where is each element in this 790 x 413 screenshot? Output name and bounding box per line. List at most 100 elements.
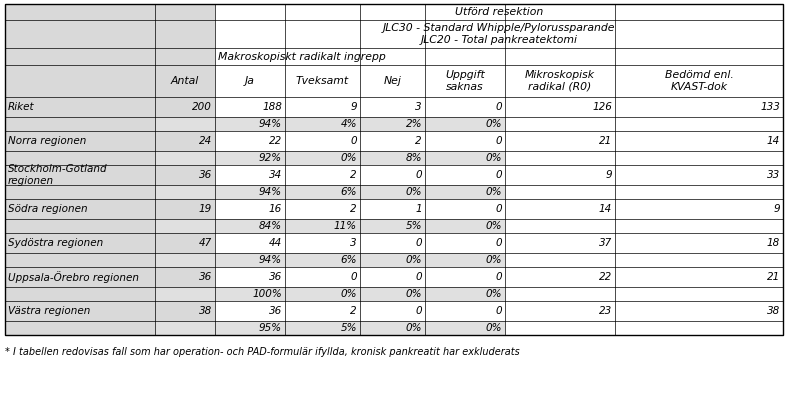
Text: 5%: 5% [340, 323, 357, 333]
Bar [425, 219, 505, 233]
Text: 38: 38 [767, 306, 780, 316]
Bar [285, 301, 360, 321]
Bar [5, 287, 155, 301]
Bar [5, 321, 155, 335]
Bar [215, 219, 285, 233]
Bar [285, 267, 360, 287]
Bar [215, 117, 285, 131]
Text: 18: 18 [767, 238, 780, 248]
Bar [615, 97, 783, 117]
Bar [425, 199, 505, 219]
Bar [505, 321, 615, 335]
Text: 19: 19 [199, 204, 212, 214]
Text: Ja: Ja [245, 76, 255, 86]
Text: Uppgift
saknas: Uppgift saknas [445, 70, 485, 92]
Text: 0%: 0% [405, 187, 422, 197]
Text: 36: 36 [199, 170, 212, 180]
Bar [5, 185, 155, 199]
Bar [360, 185, 425, 199]
Text: 0%: 0% [486, 119, 502, 129]
Text: 0: 0 [495, 170, 502, 180]
Text: 0: 0 [416, 272, 422, 282]
Text: Västra regionen: Västra regionen [8, 306, 90, 316]
Text: 0%: 0% [486, 255, 502, 265]
Text: 188: 188 [262, 102, 282, 112]
Bar [425, 65, 505, 97]
Bar [285, 185, 360, 199]
Text: 2: 2 [416, 136, 422, 146]
Text: 2: 2 [351, 204, 357, 214]
Text: * I tabellen redovisas fall som har operation- och PAD-formulär ifyllda, kronisk: * I tabellen redovisas fall som har oper… [5, 347, 520, 357]
Bar [5, 65, 155, 97]
Bar [5, 199, 155, 219]
Bar [155, 131, 215, 151]
Text: 94%: 94% [259, 119, 282, 129]
Text: 100%: 100% [252, 289, 282, 299]
Bar [505, 48, 615, 65]
Bar [505, 65, 615, 97]
Bar [360, 131, 425, 151]
Text: 84%: 84% [259, 221, 282, 231]
Bar [360, 151, 425, 165]
Text: 36: 36 [269, 272, 282, 282]
Bar [360, 253, 425, 267]
Text: 126: 126 [592, 102, 612, 112]
Bar [615, 267, 783, 287]
Text: 0%: 0% [340, 289, 357, 299]
Text: Norra regionen: Norra regionen [8, 136, 86, 146]
Bar [505, 253, 615, 267]
Bar [285, 131, 360, 151]
Bar [215, 321, 285, 335]
Bar [5, 301, 155, 321]
Text: 200: 200 [192, 102, 212, 112]
Bar [425, 253, 505, 267]
Bar [615, 131, 783, 151]
Bar [5, 165, 155, 185]
Text: 3: 3 [416, 102, 422, 112]
Text: JLC30 - Standard Whipple/Pylorussparande
JLC20 - Total pankreatektomi: JLC30 - Standard Whipple/Pylorussparande… [382, 23, 615, 45]
Text: 0: 0 [495, 102, 502, 112]
Text: 6%: 6% [340, 187, 357, 197]
Bar [155, 97, 215, 117]
Bar [285, 151, 360, 165]
Bar [5, 4, 783, 335]
Text: 0: 0 [416, 238, 422, 248]
Text: 94%: 94% [259, 187, 282, 197]
Bar [615, 165, 783, 185]
Text: 47: 47 [199, 238, 212, 248]
Bar [425, 287, 505, 301]
Text: 0%: 0% [486, 323, 502, 333]
Bar [155, 151, 215, 165]
Text: Uppsala-Örebro regionen: Uppsala-Örebro regionen [8, 271, 139, 283]
Text: 36: 36 [199, 272, 212, 282]
Text: 0%: 0% [405, 255, 422, 265]
Bar [425, 301, 505, 321]
Bar [505, 151, 615, 165]
Bar [615, 185, 783, 199]
Text: 34: 34 [269, 170, 282, 180]
Bar [155, 65, 215, 97]
Bar [360, 233, 425, 253]
Bar [215, 287, 285, 301]
Bar [285, 287, 360, 301]
Bar [285, 321, 360, 335]
Bar [505, 267, 615, 287]
Text: 22: 22 [599, 272, 612, 282]
Text: 21: 21 [767, 272, 780, 282]
Bar [5, 151, 155, 165]
Text: 0: 0 [416, 306, 422, 316]
Bar [615, 233, 783, 253]
Bar [155, 267, 215, 287]
Text: 9: 9 [605, 170, 612, 180]
Text: 33: 33 [767, 170, 780, 180]
Bar [5, 267, 155, 287]
Text: 14: 14 [767, 136, 780, 146]
Bar [285, 233, 360, 253]
Text: Södra regionen: Södra regionen [8, 204, 88, 214]
Text: 0: 0 [495, 306, 502, 316]
Text: 0: 0 [495, 272, 502, 282]
Text: 0%: 0% [486, 289, 502, 299]
Bar [425, 185, 505, 199]
Text: Sydöstra regionen: Sydöstra regionen [8, 238, 103, 248]
Bar [505, 97, 615, 117]
